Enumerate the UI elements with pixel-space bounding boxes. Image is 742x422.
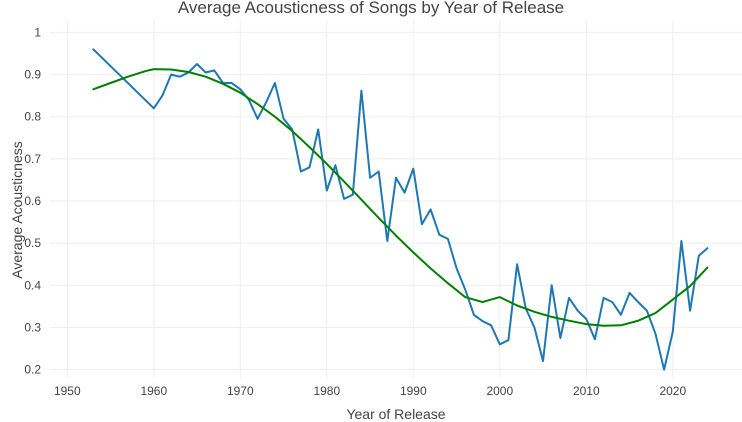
y-tick-label: 0.8 — [24, 110, 41, 124]
x-tick-label: 1980 — [313, 384, 340, 398]
y-tick-label: 0.7 — [24, 152, 41, 166]
x-tick-label: 1960 — [140, 384, 167, 398]
chart-title: Average Acousticness of Songs by Year of… — [178, 0, 564, 17]
x-tick-label: 1970 — [227, 384, 254, 398]
x-axis: 1950 1960 1970 1980 1990 2000 2010 2020 — [54, 384, 687, 398]
x-tick-label: 2020 — [659, 384, 686, 398]
series-layer — [92, 48, 709, 371]
y-tick-label: 0.4 — [24, 278, 41, 292]
y-tick-label: 0.6 — [24, 194, 41, 208]
x-tick-label: 1950 — [54, 384, 81, 398]
series-line-average — [92, 48, 709, 371]
y-tick-label: 0.9 — [24, 68, 41, 82]
y-tick-label: 0.2 — [24, 363, 41, 377]
y-axis: 0.2 0.3 0.4 0.5 0.6 0.7 0.8 0.9 1 — [24, 25, 41, 376]
x-tick-label: 2000 — [486, 384, 513, 398]
x-tick-label: 2010 — [573, 384, 600, 398]
y-tick-label: 1 — [34, 25, 41, 39]
x-axis-title: Year of Release — [346, 406, 445, 422]
series-line-trend — [92, 68, 709, 327]
x-tick-label: 1990 — [400, 384, 427, 398]
y-axis-title: Average Acousticness — [9, 141, 25, 279]
y-tick-label: 0.5 — [24, 236, 41, 250]
y-tick-label: 0.3 — [24, 320, 41, 334]
grid — [50, 20, 742, 378]
